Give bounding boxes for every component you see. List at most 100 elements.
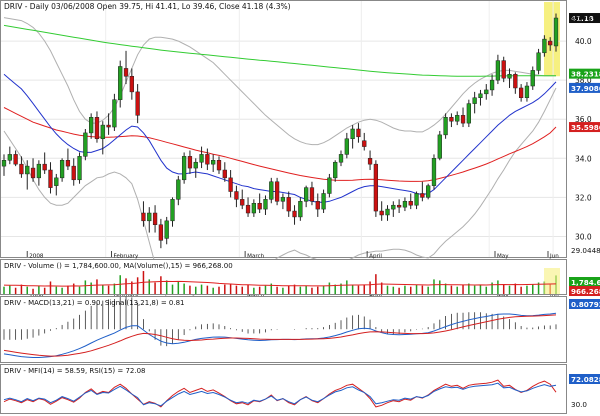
candle bbox=[402, 197, 408, 212]
candle bbox=[367, 150, 373, 171]
volume-bar bbox=[473, 285, 476, 294]
volume-bar bbox=[26, 286, 28, 294]
candle bbox=[449, 113, 454, 128]
volume-bar bbox=[346, 280, 348, 294]
candle-body bbox=[489, 79, 495, 91]
candle bbox=[309, 181, 315, 206]
volume-bar bbox=[241, 286, 243, 294]
candle bbox=[216, 156, 222, 174]
rsi-line bbox=[3, 382, 557, 407]
value-flag-label: 35.5986 bbox=[571, 123, 600, 132]
volume-bar bbox=[154, 282, 156, 294]
candle-body bbox=[19, 163, 24, 175]
volume-bar bbox=[72, 283, 75, 294]
volume-bar bbox=[212, 287, 214, 294]
candle bbox=[466, 99, 471, 128]
volume-bar bbox=[200, 284, 203, 294]
candle bbox=[7, 146, 12, 165]
volume-bar bbox=[264, 285, 267, 294]
candle bbox=[48, 162, 53, 194]
volume-bar bbox=[253, 287, 255, 294]
volume-bar bbox=[322, 285, 325, 294]
volume-bar bbox=[96, 279, 98, 294]
candle-body bbox=[205, 154, 210, 165]
volume-ma-line bbox=[3, 280, 557, 287]
candle bbox=[65, 148, 71, 171]
candle-body bbox=[123, 68, 129, 77]
volume-bar bbox=[363, 284, 366, 294]
volume-bar bbox=[189, 285, 191, 294]
candle-body bbox=[89, 117, 94, 134]
candle bbox=[112, 93, 117, 131]
candle-body bbox=[338, 154, 344, 163]
candle-body bbox=[48, 169, 53, 188]
candle bbox=[333, 160, 338, 182]
volume-bar bbox=[456, 286, 458, 294]
candle-body bbox=[437, 134, 442, 159]
candle-body bbox=[298, 201, 303, 218]
candle-body bbox=[193, 161, 198, 169]
value-flag-bg bbox=[569, 82, 600, 93]
volume-bar bbox=[229, 283, 232, 294]
candle bbox=[205, 148, 210, 171]
volume-bar bbox=[90, 282, 92, 294]
macd-panel: DRIV - MACD(13,21) = 0.90, Signal(13,21,… bbox=[0, 296, 567, 363]
candle-body bbox=[147, 212, 152, 222]
candle-body bbox=[59, 160, 65, 179]
volume-bar bbox=[20, 284, 23, 294]
volume-bar bbox=[125, 278, 127, 294]
candle-body bbox=[141, 212, 146, 222]
candle bbox=[513, 72, 518, 94]
volume-bar bbox=[165, 280, 168, 294]
candle-body bbox=[222, 169, 227, 179]
candle-body bbox=[211, 160, 216, 165]
candle-body bbox=[507, 74, 512, 79]
candle bbox=[181, 152, 187, 184]
candle bbox=[71, 158, 76, 186]
candle bbox=[36, 160, 42, 186]
candle-body bbox=[77, 156, 82, 181]
candle-body bbox=[408, 201, 413, 206]
candle bbox=[170, 197, 175, 227]
candle bbox=[25, 160, 30, 190]
candle-body bbox=[542, 38, 547, 54]
candle bbox=[13, 150, 18, 167]
candle-body bbox=[292, 210, 297, 218]
volume-bar bbox=[224, 284, 226, 294]
candle bbox=[524, 82, 530, 102]
candle-body bbox=[251, 202, 256, 214]
volume-bar bbox=[380, 282, 383, 294]
y-tick-label: 32.0 bbox=[575, 193, 592, 202]
value-flag-bg bbox=[569, 122, 600, 133]
y-tick-label: 40.0 bbox=[575, 37, 592, 46]
candle bbox=[240, 189, 245, 210]
candle bbox=[83, 129, 88, 161]
value-flag-label: 29.0448 bbox=[571, 246, 600, 255]
value-flag-bg bbox=[569, 374, 600, 384]
candle bbox=[350, 125, 355, 149]
candle bbox=[19, 156, 24, 178]
candle-body bbox=[524, 85, 530, 98]
candle bbox=[495, 54, 501, 85]
volume-bar bbox=[351, 284, 354, 294]
volume-bar bbox=[3, 286, 5, 294]
mfi-rsi-lines bbox=[3, 379, 557, 408]
volume-bar bbox=[276, 286, 278, 294]
volume-bar bbox=[485, 286, 488, 294]
x-axis-label: March bbox=[247, 254, 265, 260]
candle-body bbox=[54, 177, 59, 186]
volume-bar bbox=[43, 287, 46, 294]
candle bbox=[42, 152, 47, 174]
candle-body bbox=[315, 201, 320, 210]
candle bbox=[478, 89, 483, 106]
volume-bar bbox=[32, 288, 34, 294]
candle bbox=[338, 150, 344, 167]
candle bbox=[362, 132, 367, 151]
candle bbox=[396, 199, 402, 214]
volume-bar bbox=[415, 284, 418, 294]
candle-body bbox=[548, 40, 553, 46]
candle-body bbox=[199, 154, 204, 163]
volume-panel: DRIV - Volume () = 1,784,600.00, MA(Volu… bbox=[0, 259, 567, 295]
candle-body bbox=[118, 66, 123, 100]
candle-body bbox=[228, 177, 233, 192]
